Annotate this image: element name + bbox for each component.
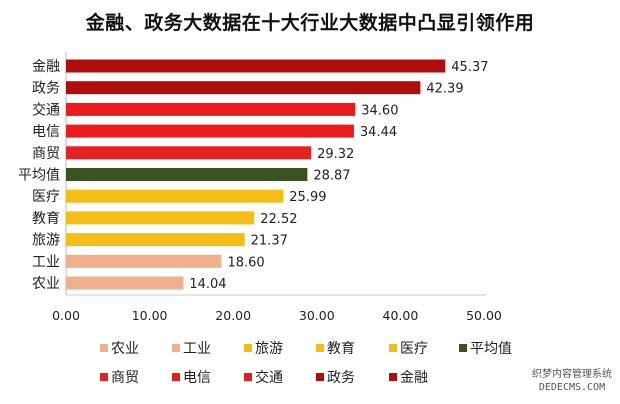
x-tick-label: 40.00 <box>383 308 419 323</box>
bar-7 <box>66 211 255 225</box>
category-label: 农业 <box>32 276 60 292</box>
category-label: 教育 <box>32 211 60 227</box>
watermark-line2: DEDECMS.COM <box>538 382 606 393</box>
value-label: 34.60 <box>361 103 398 118</box>
legend-swatch-7 <box>172 373 180 381</box>
legend-label: 金融 <box>400 370 428 386</box>
category-label: 旅游 <box>32 233 60 249</box>
watermark-line1: 织梦内容管理系统 <box>532 369 612 380</box>
x-tick-label: 50.00 <box>466 308 502 323</box>
legend-swatch-0 <box>100 344 108 352</box>
legend-label: 医疗 <box>400 341 428 357</box>
legend-swatch-10 <box>389 373 397 381</box>
bar-6 <box>66 189 284 203</box>
category-label: 工业 <box>32 254 60 270</box>
legend-label: 电信 <box>183 370 211 386</box>
legend-swatch-4 <box>389 344 397 352</box>
value-label: 29.32 <box>317 147 354 162</box>
value-label: 22.52 <box>260 212 297 227</box>
category-label: 商贸 <box>32 146 60 162</box>
legend-label: 政务 <box>327 370 355 386</box>
legend-swatch-6 <box>100 373 108 381</box>
x-tick-label: 30.00 <box>299 308 335 323</box>
chart-title: 金融、政务大数据在十大行业大数据中凸显引领作用 <box>85 12 535 34</box>
legend-label: 交通 <box>255 369 283 386</box>
value-label: 18.60 <box>227 255 264 270</box>
value-label: 21.37 <box>251 234 288 249</box>
value-label: 34.44 <box>360 125 397 140</box>
legend-swatch-9 <box>316 373 324 381</box>
category-label: 平均值 <box>18 168 60 184</box>
value-label: 28.87 <box>313 169 350 184</box>
legend-swatch-8 <box>244 373 252 381</box>
value-label: 42.39 <box>426 82 463 97</box>
bar-0 <box>66 59 446 73</box>
bar-3 <box>66 124 354 138</box>
bar-2 <box>66 102 356 116</box>
category-label: 医疗 <box>32 189 60 205</box>
legend-swatch-2 <box>244 344 252 352</box>
category-label: 交通 <box>32 101 60 118</box>
legend-label: 平均值 <box>470 341 512 357</box>
legend-swatch-5 <box>459 344 467 352</box>
legend-label: 工业 <box>183 341 211 357</box>
bar-8 <box>66 233 245 247</box>
category-label: 金融 <box>32 59 60 75</box>
x-tick-label: 10.00 <box>132 308 168 323</box>
category-label: 政务 <box>32 81 60 97</box>
bar-4 <box>66 146 312 160</box>
legend-swatch-3 <box>316 344 324 352</box>
value-label: 25.99 <box>289 190 326 205</box>
value-label: 45.37 <box>451 60 488 75</box>
bar-10 <box>66 276 184 290</box>
bar-9 <box>66 254 222 268</box>
bar-5 <box>66 168 308 181</box>
watermark: 织梦内容管理系统 DEDECMS.COM <box>532 368 612 394</box>
value-label: 14.04 <box>189 277 226 292</box>
x-tick-label: 20.00 <box>215 308 251 323</box>
bar-1 <box>66 81 421 95</box>
legend-label: 教育 <box>327 341 355 357</box>
category-label: 电信 <box>32 124 60 140</box>
x-tick-label: 0.00 <box>52 308 80 323</box>
legend-label: 商贸 <box>111 370 139 386</box>
legend-swatch-1 <box>172 344 180 352</box>
legend-label: 农业 <box>111 341 139 357</box>
legend-label: 旅游 <box>255 341 283 357</box>
